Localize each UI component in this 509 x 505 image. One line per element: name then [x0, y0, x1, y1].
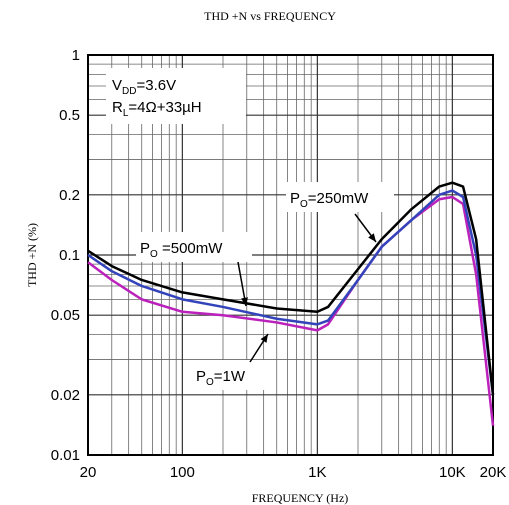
chart-title: THD +N vs FREQUENCY [204, 9, 336, 23]
series-line [87, 181, 495, 395]
y-tick-label: 0.02 [51, 387, 80, 404]
annotation-arrowhead [368, 233, 376, 242]
annotation-subscript: O [206, 377, 214, 388]
x-axis-label: FREQUENCY (Hz) [252, 491, 349, 505]
y-axis-label: THD +N (%) [25, 223, 39, 287]
x-tick-label: 100 [170, 464, 195, 481]
annotation-text: R [112, 99, 123, 116]
annotation: VDD=3.6V [112, 77, 176, 97]
annotation: PO =500mW [140, 240, 223, 260]
annotation-subscript: O [300, 199, 308, 210]
annotation-text: =500mW [158, 240, 223, 257]
annotation-box [106, 68, 246, 124]
annotation: RL=4Ω+33µH [112, 99, 202, 119]
annotation-subscript: L [123, 108, 129, 119]
y-tick-label: 0.1 [59, 247, 80, 264]
y-tick-label: 0.05 [51, 307, 80, 324]
annotation: PO=250mW [290, 190, 369, 210]
annotation-text: =250mW [308, 190, 369, 207]
annotation-subscript: DD [122, 86, 136, 97]
annotation-arrowhead [241, 297, 248, 306]
x-tick-label: 20K [480, 464, 507, 481]
annotation-text: =3.6V [136, 77, 176, 94]
x-tick-label: 1K [308, 464, 326, 481]
y-tick-label: 0.01 [51, 447, 80, 464]
series-line [87, 195, 495, 426]
x-tick-label: 20 [80, 464, 97, 481]
annotation-box [190, 360, 274, 390]
y-tick-label: 0.5 [59, 107, 80, 124]
annotation-text: P [290, 190, 300, 207]
series-line [87, 189, 495, 395]
y-tick-label: 0.2 [59, 187, 80, 204]
annotation-subscript: O [150, 249, 158, 260]
annotation-arrowhead [260, 334, 268, 343]
y-tick-label: 1 [72, 47, 80, 64]
annotation-text: P [196, 368, 206, 385]
annotation-text: =1W [214, 368, 246, 385]
annotation-text: P [140, 240, 150, 257]
annotation-text: V [112, 77, 122, 94]
x-tick-label: 10K [439, 464, 466, 481]
annotation-box [286, 182, 394, 212]
annotation: PO=1W [196, 368, 246, 388]
annotation-text: =4Ω+33µH [128, 99, 201, 116]
annotation-box [136, 232, 252, 262]
